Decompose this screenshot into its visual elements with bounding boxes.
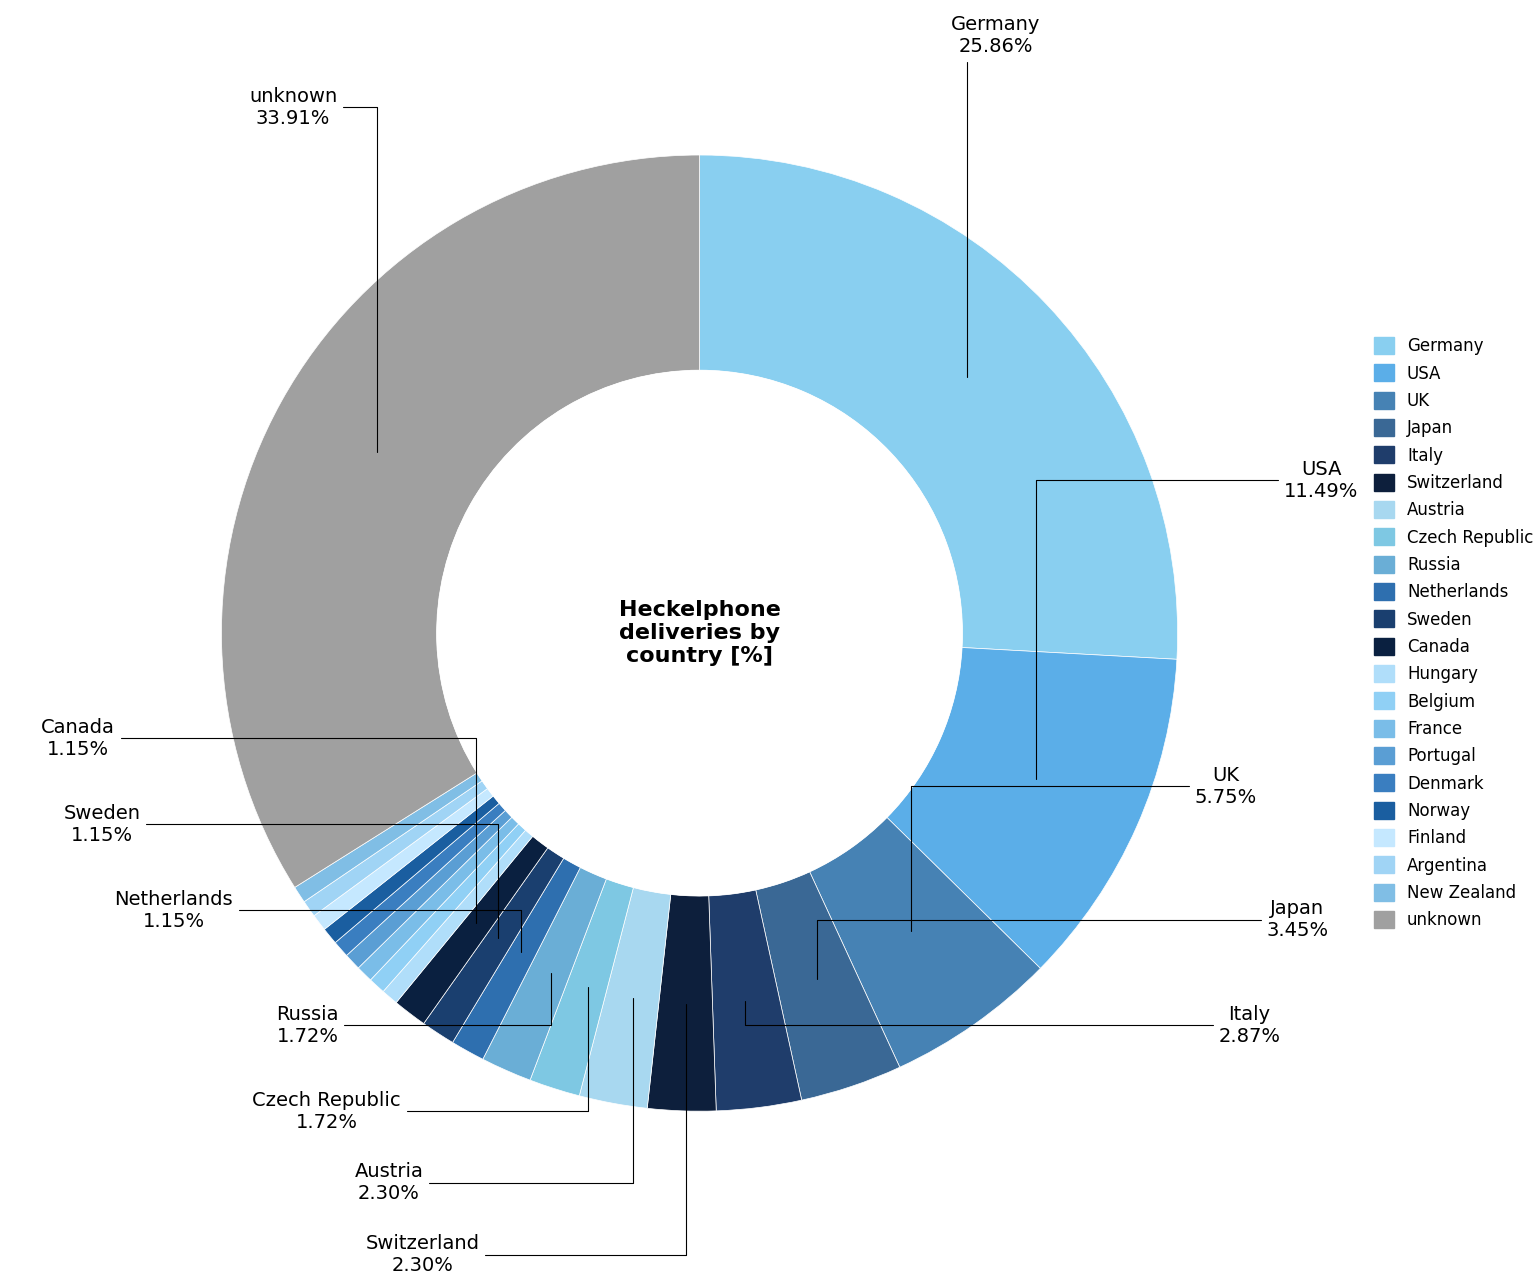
Wedge shape [336,804,505,955]
Text: Switzerland
2.30%: Switzerland 2.30% [365,1004,686,1276]
Text: Germany
25.86%: Germany 25.86% [951,15,1040,377]
Legend: Germany, USA, UK, Japan, Italy, Switzerland, Austria, Czech Republic, Russia, Ne: Germany, USA, UK, Japan, Italy, Switzerl… [1365,329,1534,937]
Wedge shape [709,890,802,1111]
Text: Czech Republic
1.72%: Czech Republic 1.72% [252,986,588,1132]
Wedge shape [347,810,512,968]
Wedge shape [756,872,900,1100]
Wedge shape [531,878,634,1096]
Wedge shape [647,895,716,1111]
Text: Japan
3.45%: Japan 3.45% [816,899,1328,980]
Text: Sweden
1.15%: Sweden 1.15% [63,804,499,939]
Text: UK
5.75%: UK 5.75% [911,765,1256,931]
Wedge shape [295,773,482,901]
Wedge shape [810,818,1040,1067]
Wedge shape [221,156,700,887]
Wedge shape [304,781,488,916]
Circle shape [437,370,962,896]
Text: Italy
2.87%: Italy 2.87% [746,1001,1281,1046]
Wedge shape [580,887,670,1109]
Text: USA
11.49%: USA 11.49% [1037,459,1358,779]
Wedge shape [324,796,499,943]
Text: Heckelphone
deliveries by
country [%]: Heckelphone deliveries by country [%] [618,599,781,666]
Text: Austria
2.30%: Austria 2.30% [354,998,634,1204]
Wedge shape [359,817,518,980]
Text: unknown
33.91%: unknown 33.91% [249,86,377,453]
Text: Canada
1.15%: Canada 1.15% [41,718,477,923]
Wedge shape [384,831,532,1003]
Text: Russia
1.72%: Russia 1.72% [276,972,551,1046]
Wedge shape [483,868,606,1080]
Wedge shape [887,648,1177,968]
Wedge shape [314,788,494,930]
Wedge shape [396,836,548,1024]
Wedge shape [423,847,563,1043]
Wedge shape [371,824,526,992]
Wedge shape [453,858,580,1060]
Text: Netherlands
1.15%: Netherlands 1.15% [115,890,522,952]
Wedge shape [700,156,1178,660]
